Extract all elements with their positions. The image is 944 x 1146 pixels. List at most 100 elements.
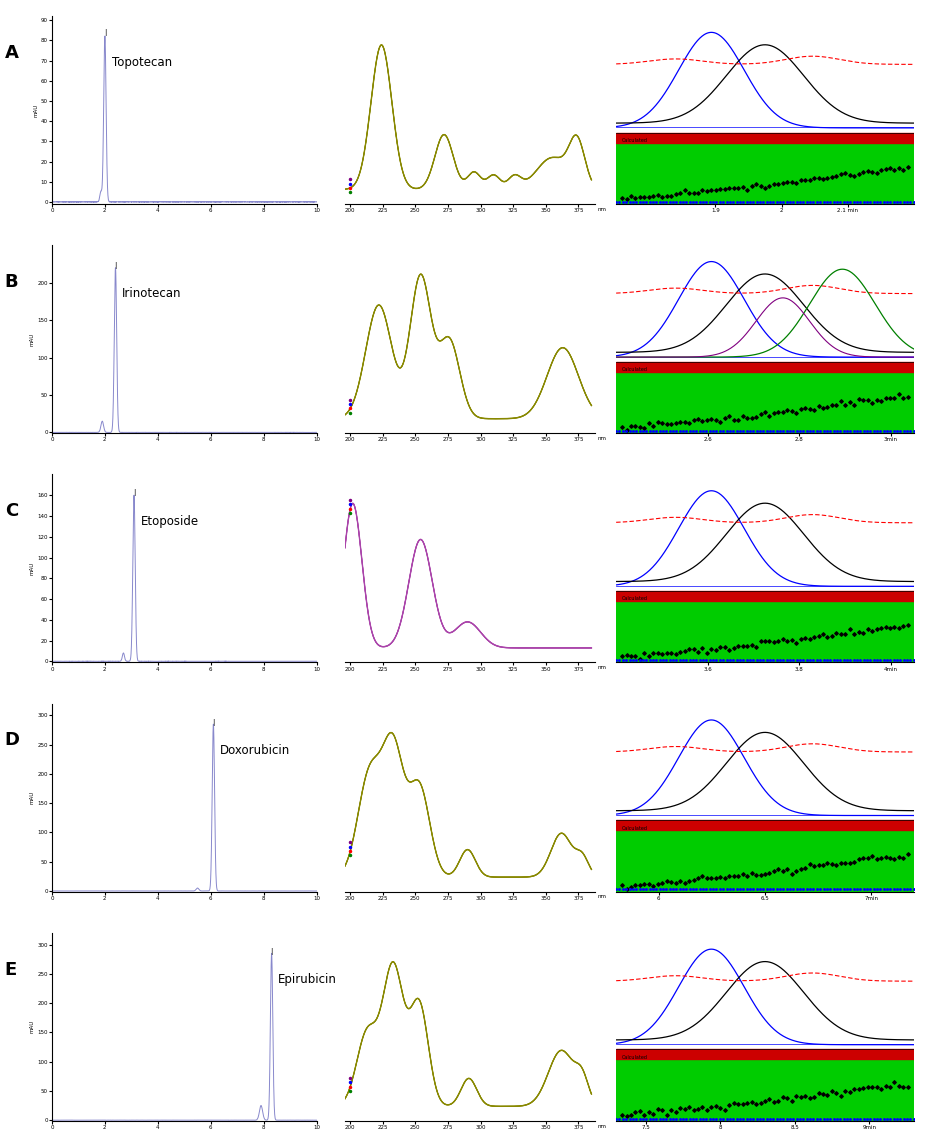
Point: [815, 170, 830, 188]
Point: [738, 422, 753, 440]
Point: [879, 651, 894, 669]
Point: [675, 193, 690, 211]
Point: [654, 414, 669, 432]
Point: [671, 880, 686, 898]
Point: [765, 422, 780, 440]
Point: [810, 398, 825, 416]
Point: [774, 630, 789, 649]
Bar: [615, 821, 913, 830]
Point: [841, 1083, 856, 1101]
Bar: [615, 362, 913, 371]
Bar: [615, 362, 913, 433]
Point: [708, 1109, 723, 1128]
Point: [779, 880, 794, 898]
Text: nm: nm: [598, 666, 606, 670]
Point: [859, 162, 874, 180]
Point: [866, 193, 881, 211]
Point: [721, 193, 736, 211]
Point: [808, 651, 823, 669]
Point: [818, 1109, 834, 1128]
Point: [641, 422, 656, 440]
Point: [828, 167, 843, 186]
Point: [701, 1109, 716, 1128]
Point: [771, 422, 786, 440]
Point: [654, 645, 669, 664]
Point: [672, 872, 687, 890]
Point: [632, 651, 647, 669]
Point: [766, 862, 781, 880]
Point: [888, 651, 903, 669]
Point: [645, 417, 660, 435]
Point: [849, 422, 864, 440]
Point: [895, 162, 910, 180]
Point: [859, 1078, 874, 1097]
Point: [792, 171, 807, 189]
Point: [621, 422, 636, 440]
Point: [757, 179, 772, 197]
Point: [757, 1092, 772, 1110]
Point: [608, 651, 623, 669]
Point: [721, 179, 736, 197]
Point: [725, 866, 740, 885]
Point: [682, 422, 697, 440]
Point: [784, 631, 799, 650]
Point: [623, 187, 638, 205]
Point: [828, 856, 843, 874]
Bar: [615, 474, 913, 591]
Point: [792, 1088, 807, 1106]
Point: [634, 880, 649, 898]
Point: [872, 1109, 887, 1128]
Point: [739, 408, 754, 426]
Point: [705, 1109, 720, 1128]
Point: [703, 409, 718, 427]
Point: [684, 880, 700, 898]
Point: [691, 193, 706, 211]
Point: [701, 880, 716, 898]
Point: [654, 873, 669, 892]
Point: [792, 193, 807, 211]
Point: [743, 864, 758, 882]
Point: [682, 880, 697, 898]
Text: |: |: [104, 30, 106, 37]
Point: [766, 174, 781, 193]
Point: [682, 193, 697, 211]
Point: [882, 1078, 897, 1097]
Point: [725, 193, 740, 211]
Point: [833, 854, 848, 872]
Point: [730, 637, 745, 656]
Point: [715, 880, 730, 898]
Point: [632, 650, 647, 668]
Point: [808, 422, 823, 440]
Point: [681, 639, 696, 658]
Point: [755, 422, 770, 440]
Point: [638, 422, 653, 440]
Point: [882, 390, 897, 408]
Point: [645, 880, 660, 898]
Point: [667, 414, 683, 432]
Point: [718, 1109, 733, 1128]
Point: [667, 186, 683, 204]
Point: [822, 880, 837, 898]
Point: [634, 651, 649, 669]
Point: [885, 422, 901, 440]
Point: [638, 193, 653, 211]
Point: [721, 651, 736, 669]
Point: [812, 193, 827, 211]
Point: [614, 646, 629, 665]
Point: [708, 880, 723, 898]
Point: [612, 651, 627, 669]
Point: [795, 193, 810, 211]
Point: [775, 1109, 790, 1128]
Point: [819, 854, 834, 872]
Point: [632, 876, 647, 894]
Point: [828, 1083, 843, 1101]
Point: [675, 651, 690, 669]
Point: [797, 171, 812, 189]
Point: [845, 880, 860, 898]
Point: [849, 651, 864, 669]
Bar: [615, 933, 913, 1050]
Point: [681, 183, 696, 202]
Point: [615, 193, 630, 211]
Point: [899, 651, 914, 669]
Point: [885, 651, 901, 669]
